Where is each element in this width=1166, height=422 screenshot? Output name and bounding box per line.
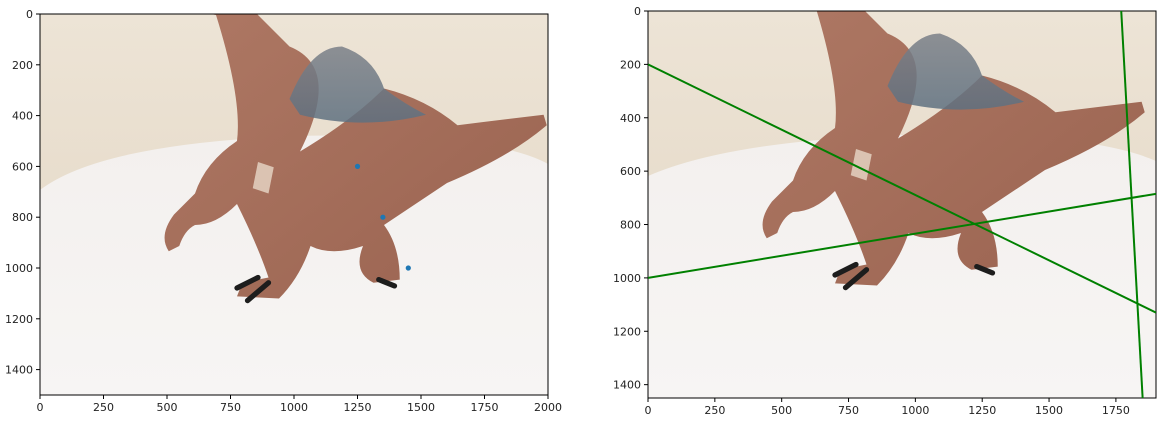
left-x-tick-label: 750 [220, 401, 241, 414]
right-overlay [648, 11, 1156, 398]
right-x-tick-label: 0 [645, 404, 652, 417]
left-x-tick-label: 2000 [534, 401, 562, 414]
right-x-tick-label: 500 [771, 404, 792, 417]
epipolar-line [648, 192, 1156, 279]
left-x-tick-label: 1250 [344, 401, 372, 414]
left-y-tick-label: 0 [26, 8, 33, 21]
left-y-tick-label: 400 [12, 110, 33, 123]
right-y-tick-label: 1000 [613, 272, 641, 285]
right-y-tick-label: 0 [634, 5, 641, 18]
right-x-tick-label: 1250 [968, 404, 996, 417]
right-panel: 0 250 500 750 1000 1250 1500 1750 0 200 400 600 800… [613, 5, 1157, 417]
left-y-tick-label: 1000 [5, 262, 33, 275]
left-y-axis-ticks: 0 200 400 600 800 1000 1200 1400 [5, 8, 40, 377]
left-x-axis-ticks: 0 250 500 750 1000 1250 1500 1750 2000 [37, 395, 562, 414]
right-x-tick-label: 1750 [1102, 404, 1130, 417]
right-y-tick-label: 400 [620, 112, 641, 125]
left-x-tick-label: 500 [157, 401, 178, 414]
left-photo [40, 14, 548, 395]
left-y-tick-label: 800 [12, 211, 33, 224]
left-x-tick-label: 1500 [407, 401, 435, 414]
left-y-tick-label: 200 [12, 59, 33, 72]
right-y-tick-label: 1200 [613, 325, 641, 338]
left-x-tick-label: 250 [93, 401, 114, 414]
left-y-tick-label: 600 [12, 160, 33, 173]
right-x-tick-label: 1000 [901, 404, 929, 417]
right-y-tick-label: 800 [620, 219, 641, 232]
right-x-tick-label: 250 [704, 404, 725, 417]
left-overlay [354, 163, 411, 271]
right-y-tick-label: 600 [620, 165, 641, 178]
right-x-tick-label: 1500 [1035, 404, 1063, 417]
scatter-point [405, 265, 411, 271]
epipolar-line [648, 63, 1156, 314]
right-y-axis-ticks: 0 200 400 600 800 1000 1200 1400 [613, 5, 648, 392]
right-y-tick-label: 1400 [613, 379, 641, 392]
right-photo [648, 11, 1156, 398]
scatter-point [380, 214, 386, 220]
left-x-tick-label: 0 [37, 401, 44, 414]
left-x-tick-label: 1000 [280, 401, 308, 414]
left-y-tick-label: 1400 [5, 364, 33, 377]
left-y-tick-label: 1200 [5, 313, 33, 326]
left-x-tick-label: 1750 [471, 401, 499, 414]
right-y-tick-label: 200 [620, 58, 641, 71]
scatter-point [354, 163, 361, 169]
right-x-tick-label: 750 [838, 404, 859, 417]
epipolar-line [1120, 11, 1144, 398]
left-panel: 0 250 500 750 1000 1250 1500 1750 2000 0 200 400 60… [5, 8, 562, 414]
right-x-axis-ticks: 0 250 500 750 1000 1250 1500 1750 [645, 398, 1130, 417]
